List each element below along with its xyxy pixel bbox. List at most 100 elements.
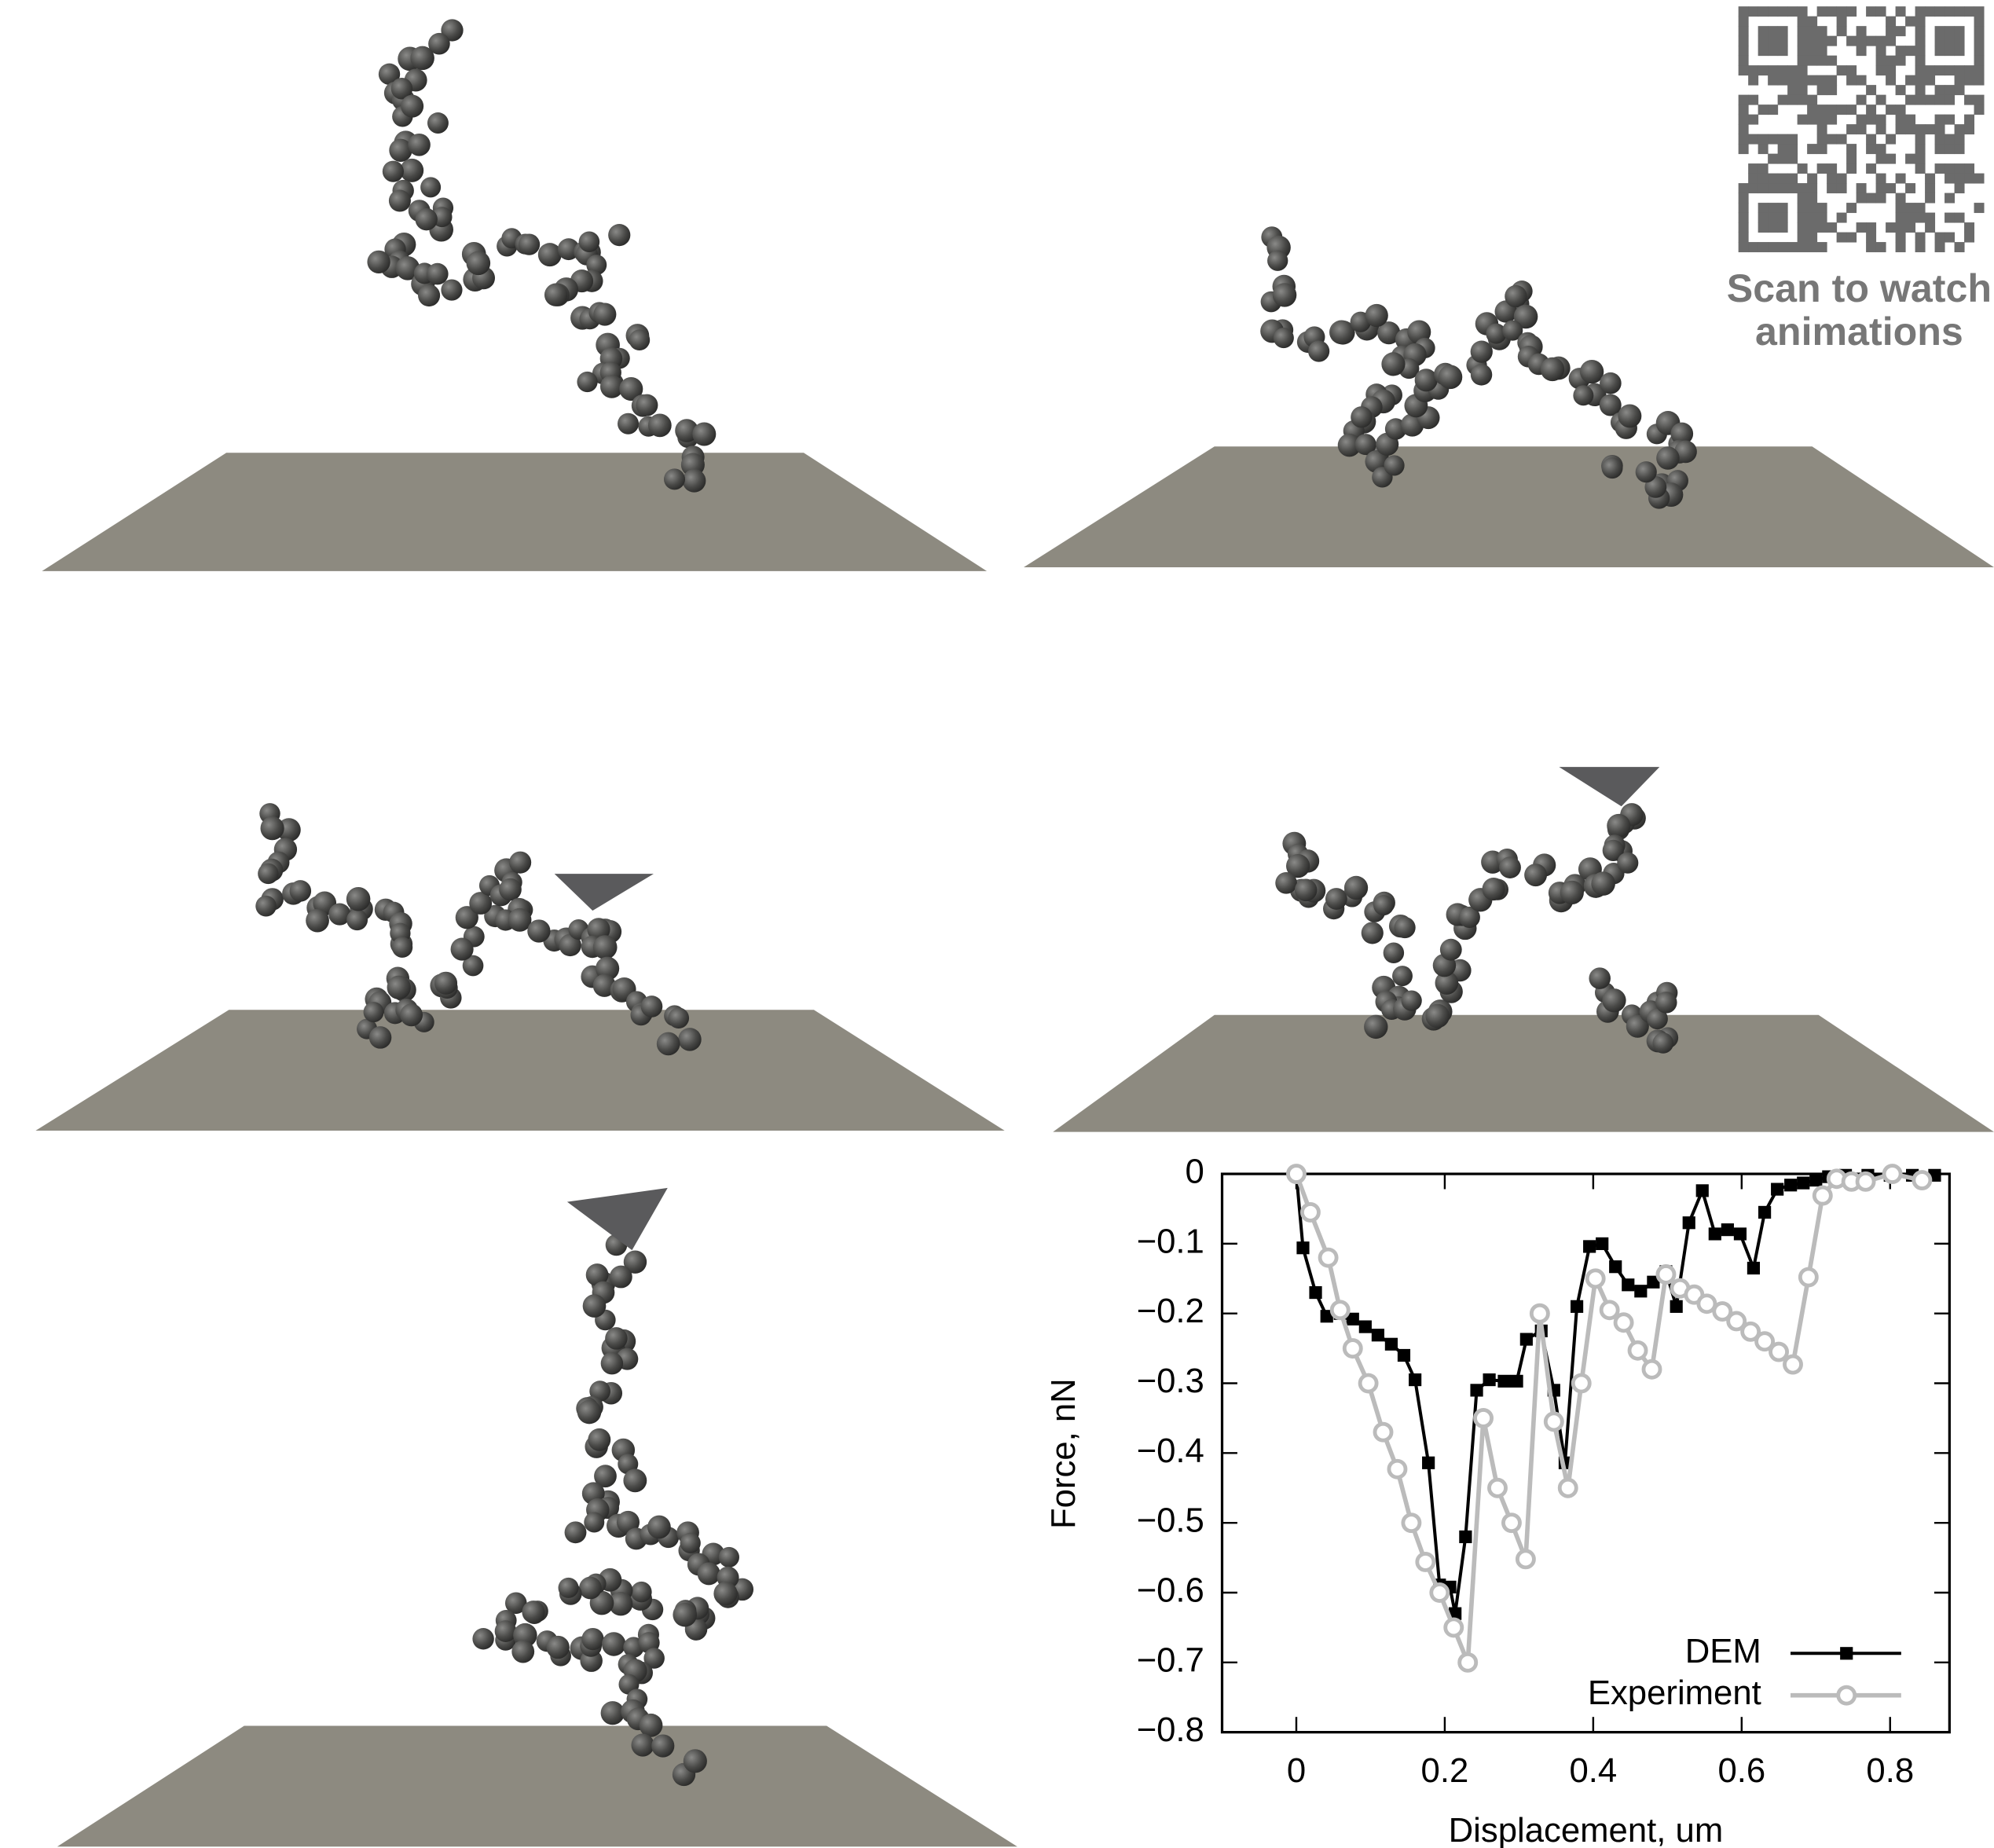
qr-module	[1777, 242, 1788, 253]
qr-module	[1836, 232, 1847, 243]
particle	[1383, 942, 1405, 963]
qr-module	[1945, 65, 1956, 76]
qr-module	[1866, 134, 1877, 145]
qr-module	[1807, 75, 1818, 86]
particle	[647, 413, 672, 438]
qr-module	[1964, 94, 1975, 105]
particle	[408, 133, 431, 156]
qr-module	[1974, 16, 1985, 27]
particle	[387, 975, 411, 999]
qr-module	[1866, 163, 1877, 174]
qr-module	[1748, 242, 1759, 253]
qr-module	[1836, 16, 1847, 27]
marker	[1409, 1373, 1422, 1387]
particle	[618, 412, 640, 434]
qr-module	[1816, 203, 1827, 214]
qr-caption: animations	[1755, 310, 1963, 354]
qr-module	[1886, 153, 1897, 164]
qr-module	[1945, 26, 1956, 37]
particle	[522, 1600, 545, 1624]
qr-module	[1816, 104, 1827, 116]
qr-module	[1758, 203, 1769, 214]
qr-module	[1807, 55, 1818, 66]
qr-module	[1787, 94, 1798, 105]
particle	[697, 1562, 720, 1586]
qr-module	[1738, 144, 1749, 155]
qr-module	[1925, 65, 1936, 76]
qr-module	[1846, 124, 1857, 135]
qr-module	[1816, 26, 1827, 37]
marker	[1609, 1260, 1622, 1274]
particle	[328, 903, 351, 926]
qr-module	[1787, 183, 1798, 194]
qr-module	[1915, 203, 1926, 214]
qr-module	[1768, 222, 1779, 233]
particle	[1414, 368, 1438, 392]
qr-module	[1866, 104, 1877, 116]
qr-module	[1797, 192, 1808, 204]
qr-module	[1925, 6, 1936, 17]
plot-frame	[1220, 1172, 1951, 1734]
qr-module	[1758, 35, 1769, 46]
particle	[382, 160, 404, 182]
particle	[462, 955, 484, 977]
particle	[1601, 457, 1623, 479]
qr-module	[1886, 55, 1897, 66]
marker	[1840, 1647, 1853, 1660]
qr-module	[1954, 124, 1965, 135]
qr-module	[1866, 35, 1877, 46]
marker	[1682, 1216, 1695, 1230]
qr-module	[1866, 6, 1877, 17]
particle	[678, 1028, 702, 1051]
y-axis-label: Force, nN	[1044, 1378, 1083, 1529]
marker	[1655, 1264, 1677, 1285]
qr-module	[1875, 192, 1886, 204]
qr-module	[1827, 75, 1838, 86]
particle	[664, 468, 685, 490]
qr-caption: Scan to watch	[1727, 266, 1992, 310]
particle	[1505, 284, 1527, 308]
qr-module	[1768, 134, 1779, 145]
qr-module	[1875, 55, 1886, 66]
qr-module	[1905, 183, 1916, 194]
particle	[546, 1635, 570, 1659]
qr-module	[1827, 163, 1838, 174]
qr-module	[1768, 212, 1779, 223]
particle	[1275, 871, 1297, 894]
qr-module	[1797, 75, 1808, 86]
particle	[605, 1327, 628, 1350]
series-line	[1294, 1172, 1923, 1663]
marker	[1459, 1530, 1472, 1544]
qr-module	[1856, 94, 1867, 105]
particle	[410, 46, 434, 71]
marker	[1712, 1301, 1733, 1322]
qr-module	[1816, 75, 1827, 86]
qr-module	[1934, 85, 1945, 96]
marker	[1519, 1333, 1533, 1346]
particle	[1470, 364, 1493, 386]
particle	[588, 1428, 611, 1451]
marker	[1401, 1512, 1422, 1534]
particle	[1652, 1032, 1674, 1054]
qr-module	[1954, 85, 1965, 96]
qr-module	[1954, 65, 1965, 76]
particle	[400, 1003, 423, 1027]
qr-module	[1866, 144, 1877, 155]
qr-module	[1787, 144, 1798, 155]
marker	[1747, 1261, 1761, 1275]
qr-module	[1777, 94, 1788, 105]
qr-module	[1797, 222, 1808, 233]
qr-module	[1758, 163, 1769, 174]
marker	[1371, 1329, 1384, 1342]
particle	[472, 1628, 494, 1650]
qr-module	[1964, 75, 1975, 86]
simulation-panels	[35, 19, 1994, 1847]
marker	[1696, 1293, 1717, 1314]
qr-module	[1827, 55, 1838, 66]
particle	[713, 1582, 738, 1606]
qr-module	[1807, 183, 1818, 194]
qr-module	[1836, 134, 1847, 145]
marker	[1422, 1456, 1435, 1469]
particle	[1439, 938, 1462, 961]
qr-module	[1816, 6, 1827, 17]
